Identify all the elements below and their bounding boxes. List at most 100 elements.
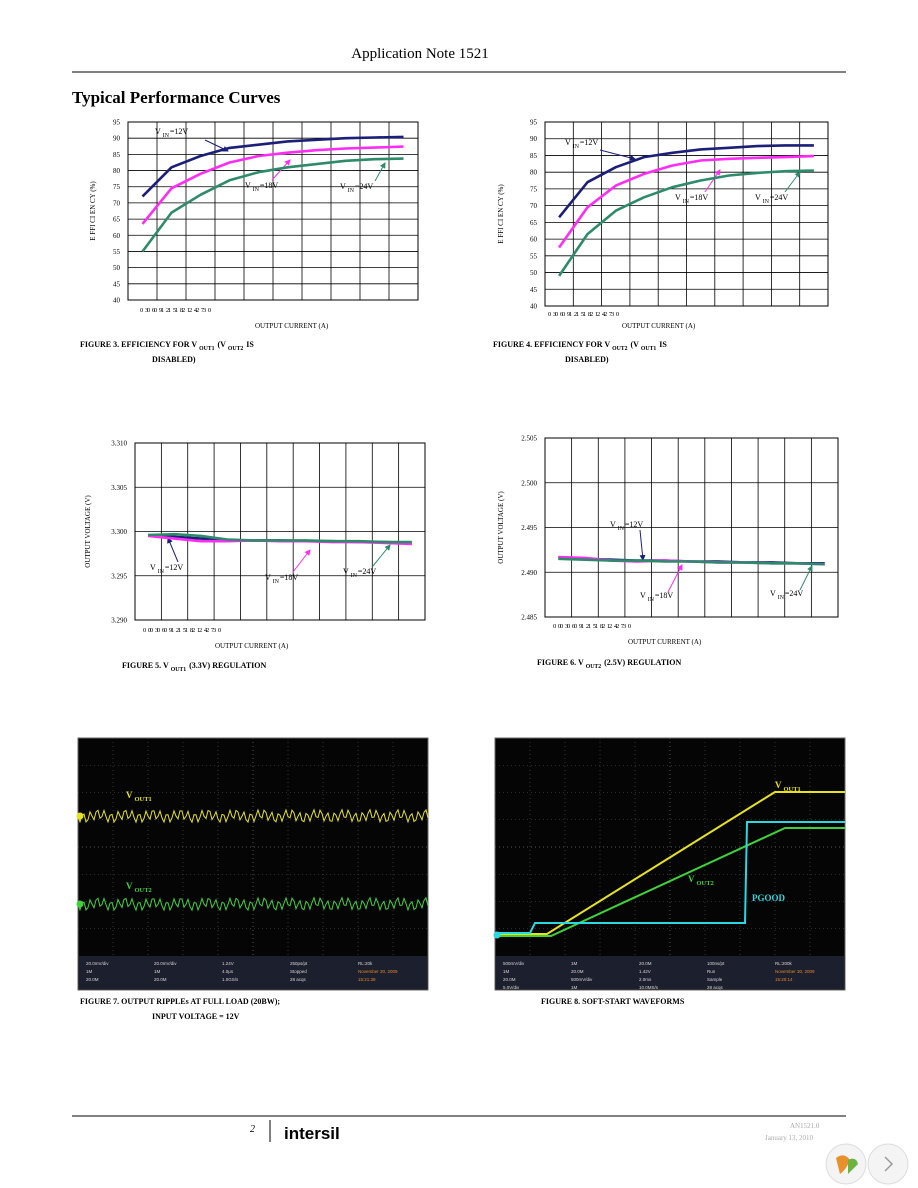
text-part: V [126,790,133,800]
subscript: OUT2 [697,880,714,887]
figure-caption: FIGURE 4. EFFICIENCY FOR V OUT2 (V OUT1 IS [493,340,667,352]
figure-caption: FIGURE 3. EFFICIENCY FOR V OUT1 (V OUT2 IS [80,340,254,352]
x-tick-label: 3 0 [623,623,631,630]
y-tick-label: 3.290 [111,617,127,625]
y-axis-label: OUTPUT VOLTAGE (V) [497,491,505,564]
x-tick-label: 0 3 [140,307,148,314]
x-tick-label: 2 4 [609,623,618,630]
y-axis-label: E FFI CI EN CY (%) [497,184,505,244]
channel-marker [76,812,84,820]
y-tick-label: 85 [530,152,538,160]
subscript: OUT2 [612,346,627,352]
x-tick-label: 1 5 [168,307,176,314]
text-part: V [343,567,349,576]
x-tick-label: 0 9 [154,307,162,314]
scope-label: V OUT1 [775,780,801,793]
scope-trace [77,896,429,912]
subscript: OUT2 [228,346,243,352]
scope-trace [495,827,845,937]
text-part: =18V [260,181,279,190]
y-tick-label: 40 [530,303,538,311]
figure-caption: FIGURE 5. V OUT1 (3.3V) REGULATION [122,661,267,673]
x-tick-label: 0 0 [143,627,151,634]
text-part: V [565,138,571,147]
viewer-logo-leaf [848,1158,858,1174]
y-tick-label: 45 [113,280,121,288]
subscript: OUT1 [784,786,801,793]
x-axis-label: OUTPUT CURRENT (A) [622,322,696,330]
x-tick-label: 0 3 [150,627,158,634]
text-part: V [126,881,133,891]
series-annotation: V IN=12V [150,563,183,575]
scope-status-text: November 30, 2009 [775,969,815,974]
x-tick-label: 0 9 [562,311,570,318]
text-part: =24V [785,589,804,598]
y-tick-label: 2.495 [521,524,537,532]
subscript: OUT1 [641,346,656,352]
subscript: OUT2 [135,887,152,894]
scope-status-text: 1M [86,969,93,974]
scope-status-text: 1M [571,961,578,966]
y-tick-label: 3.305 [111,484,127,492]
subscript: OUT1 [199,346,214,352]
y-tick-label: 2.490 [521,569,537,577]
x-tick-label: 1 2 [569,311,577,318]
x-tick-label: 1 5 [178,627,186,634]
annotation-arrow [204,139,229,152]
scope-status-text: 15:20:14 [775,977,793,982]
scope-status-text: 20.0M [86,977,99,982]
x-axis-label: OUTPUT CURRENT (A) [215,642,289,650]
next-button[interactable] [867,1143,909,1185]
x-tick-label: 2 7 [196,307,205,314]
x-tick-label: 2 1 [182,307,190,314]
y-tick-label: 3.295 [111,572,127,580]
x-tick-label: 2 4 [189,307,198,314]
text-part: =12V [580,138,599,147]
x-tick-label: 1 8 [185,627,193,634]
x-tick-label: 0 3 [548,311,556,318]
x-axis-label: OUTPUT CURRENT (A) [628,638,702,646]
subscript: IN [158,569,165,575]
scope-status-text: 20.0mV/div [154,961,177,966]
y-tick-label: 80 [530,169,538,177]
viewer-widgets [825,1143,909,1185]
scope-screen: 500mV/div 1M 20.0M 5.0V/div 1M 20.0M 500mV/div… [493,737,846,991]
series-line [148,532,412,544]
scope-status-text: 20.0M [571,969,584,974]
annotation-arrow [667,564,683,593]
subscript: IN [273,579,280,585]
scope-status-text: RL:200k [775,961,793,966]
x-axis-label: OUTPUT CURRENT (A) [255,322,329,330]
text-part: V [640,591,646,600]
y-tick-label: 75 [113,183,121,191]
y-tick-label: 55 [113,248,121,256]
text-part: V [150,563,156,572]
scope-status-bar [79,956,427,989]
series-annotation: V IN=18V [245,181,278,193]
y-tick-label: 2.500 [521,479,537,487]
scope-trace [495,821,845,934]
scope-status-text: 2.0ms [639,977,652,982]
series-annotation: V IN=12V [565,138,598,150]
figure-caption: INPUT VOLTAGE = 12V [152,1012,240,1021]
subscript: IN [763,199,770,205]
text-part: =12V [625,520,644,529]
next-icon [884,1156,894,1172]
text-part: FIGURE 5. V [122,661,169,670]
y-tick-label: 70 [113,199,121,207]
series-line [141,135,404,198]
text-part: (3.3V) REGULATION [187,661,266,670]
x-tick-label: 1 8 [583,311,591,318]
y-tick-label: 60 [113,232,121,240]
x-tick-label: 3 0 [611,311,619,318]
y-tick-label: 55 [530,252,538,260]
x-tick-label: 1 8 [595,623,603,630]
scope-status-text: RL:20k [358,961,373,966]
subscript: IN [163,133,170,139]
channel-marker [493,931,501,939]
scope-status-text: 250ps/pt [290,961,308,966]
figure-caption: DISABLED) [565,355,609,364]
x-tick-label: 0 9 [574,623,582,630]
scope-status-text: 4.0μs [222,969,234,974]
